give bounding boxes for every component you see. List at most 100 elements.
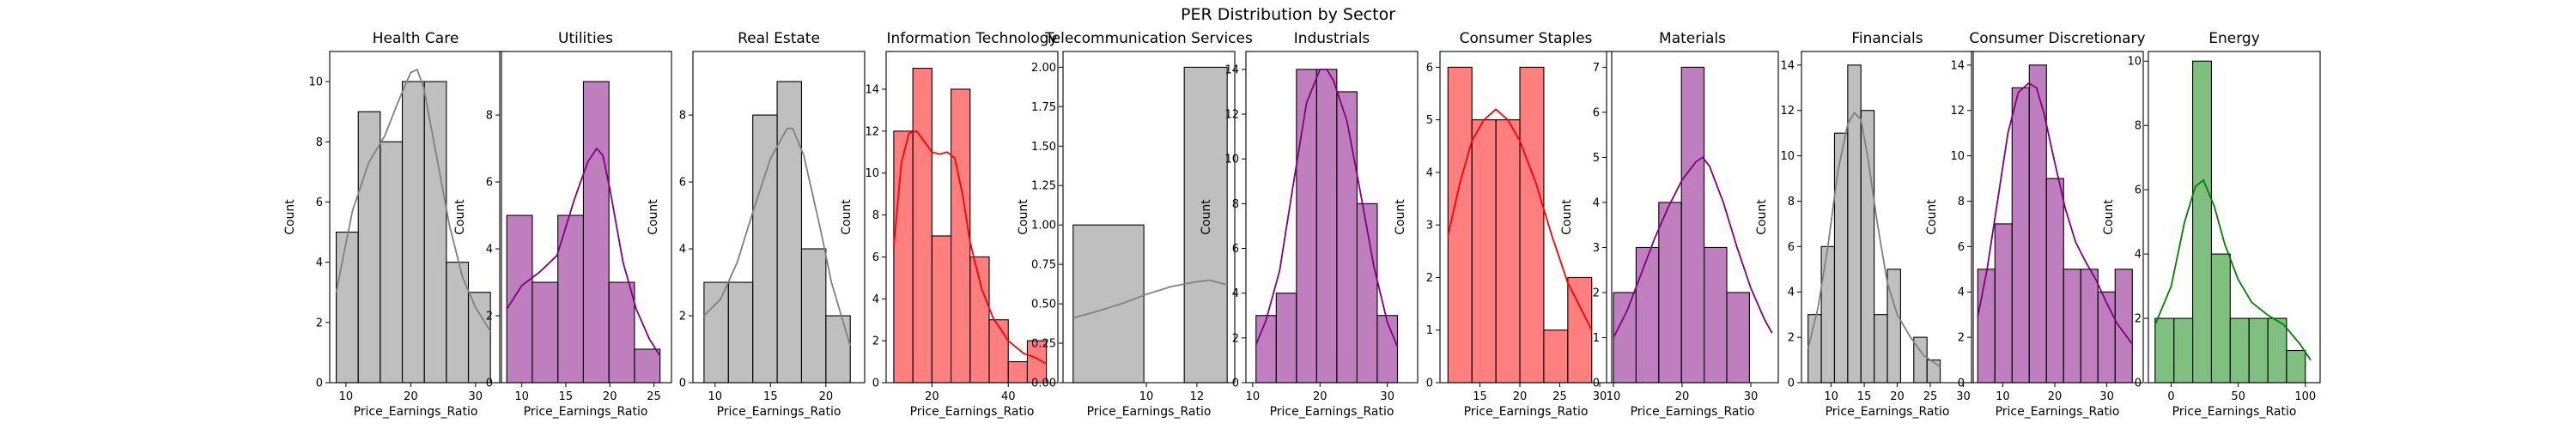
x-axis-label: Price_Earnings_Ratio: [524, 405, 648, 419]
kde-line: [1447, 108, 1593, 331]
histogram-bar: [1613, 292, 1637, 384]
subplot-title: Telecommunication Services: [1044, 30, 1253, 47]
x-tick-label: 10: [1996, 390, 2010, 403]
subplot-title: Utilities: [558, 30, 613, 47]
histogram-bar: [1447, 66, 1473, 384]
histogram-bar: [506, 214, 533, 384]
y-tick-label: 14: [1780, 59, 1795, 72]
x-tick-label: 20: [1513, 390, 1528, 403]
y-axis-label: Count: [1925, 199, 1939, 235]
y-tick-label: 7: [1593, 62, 1600, 75]
y-axis-label: Count: [1394, 199, 1407, 235]
histogram-bar: [1874, 314, 1888, 384]
y-tick-label: 1.75: [1031, 101, 1056, 114]
y-tick-label: 4: [1593, 196, 1600, 209]
kde-line: [703, 127, 852, 347]
y-axis-label: Count: [283, 199, 297, 235]
y-tick-label: 1: [1426, 324, 1433, 337]
y-tick-label: 0: [486, 378, 493, 390]
x-tick-label: 12: [1190, 390, 1205, 403]
histogram-bar: [2192, 60, 2212, 384]
histogram-bar: [582, 81, 610, 384]
x-tick-label: 10: [1824, 390, 1838, 403]
x-tick-label: 25: [647, 390, 661, 403]
y-tick-label: 2: [1426, 272, 1433, 285]
subplot-title: Information Technology: [886, 30, 1057, 47]
y-tick-label: 4: [2135, 249, 2142, 262]
x-tick-label: 100: [2294, 390, 2316, 403]
histogram-bar: [1926, 360, 1941, 384]
axes-frame: [1971, 51, 2144, 384]
y-tick-label: 6: [1958, 241, 1965, 254]
subplot-8: 0 1 2 3 4 5 6 7 10 20 30 Materials Price_Earnings_Ra…: [1560, 30, 1779, 419]
x-tick-label: 30: [1744, 390, 1759, 403]
y-tick-label: 6: [1232, 243, 1239, 256]
y-tick-label: 8: [2135, 120, 2142, 133]
y-tick-label: 8: [679, 110, 686, 123]
y-tick-label: 4: [679, 244, 686, 257]
histogram-bar: [1860, 110, 1875, 384]
y-tick-label: 5: [1426, 114, 1433, 127]
kde-line: [1977, 82, 2133, 345]
y-tick-label: 6: [1593, 106, 1600, 119]
y-tick-label: 2: [1788, 332, 1795, 345]
y-tick-label: 12: [865, 125, 879, 138]
axes-frame: [692, 51, 866, 384]
histogram-bar: [532, 281, 559, 384]
histogram-bar: [467, 292, 491, 384]
y-tick-label: 12: [1224, 109, 1239, 122]
histogram-bar: [825, 315, 851, 384]
histogram-bar: [1886, 269, 1901, 384]
y-tick-label: 5: [1593, 152, 1600, 165]
histogram-bar: [2097, 291, 2116, 384]
x-tick-label: 10: [514, 390, 529, 403]
kde-line: [335, 68, 491, 332]
y-tick-label: 8: [486, 110, 493, 123]
y-axis-label: Count: [840, 199, 854, 235]
histogram-bar: [2173, 317, 2194, 384]
y-tick-label: 4: [1788, 287, 1795, 299]
subplot-4: 0 2 4 6 8 10 12 14 20 40 Information Technology Pri…: [840, 30, 1059, 419]
histogram-bar: [1567, 276, 1593, 384]
y-tick-label: 6: [486, 177, 493, 190]
x-tick-label: 20: [925, 390, 939, 403]
histogram-bar: [1315, 69, 1338, 384]
histogram-bar: [2154, 317, 2175, 384]
axes-frame: [1062, 51, 1236, 384]
histogram-bar: [969, 256, 990, 384]
y-tick-label: 3: [1593, 242, 1600, 255]
axes-frame: [1606, 51, 1779, 384]
axes-frame: [1245, 51, 1419, 384]
y-axis-label: Count: [647, 199, 660, 235]
y-tick-label: 0: [872, 378, 879, 390]
x-axis-label: Price_Earnings_Ratio: [1087, 405, 1212, 419]
y-tick-label: 6: [679, 177, 686, 190]
histogram-bar: [634, 348, 661, 384]
histogram-bar: [752, 114, 778, 384]
histogram-bar: [1833, 132, 1849, 384]
x-axis-label: Price_Earnings_Ratio: [354, 405, 478, 419]
subplot-title: Materials: [1659, 30, 1726, 47]
histogram-bar: [1635, 246, 1660, 384]
histogram-bar: [357, 111, 381, 384]
x-axis-label: Price_Earnings_Ratio: [2172, 405, 2297, 419]
histogram-bar: [2267, 317, 2287, 384]
kde-line: [1613, 156, 1773, 338]
y-tick-label: 4: [316, 257, 323, 269]
y-tick-label: 8: [1788, 196, 1795, 208]
axes-frame: [885, 51, 1059, 384]
histogram-bar: [2114, 269, 2133, 384]
y-tick-label: 6: [1426, 62, 1433, 75]
y-tick-label: 6: [2135, 184, 2142, 197]
x-tick-label: 15: [1473, 390, 1487, 403]
y-tick-label: 0: [1426, 378, 1433, 390]
histogram-bar: [703, 281, 729, 384]
histogram-bar: [1807, 314, 1822, 384]
histogram-bar: [1255, 315, 1277, 384]
y-tick-label: 0: [2135, 378, 2142, 390]
y-tick-label: 2.00: [1031, 62, 1056, 75]
x-tick-label: 30: [469, 390, 483, 403]
kde-line: [892, 130, 1048, 365]
histogram-bar: [2011, 87, 2030, 384]
